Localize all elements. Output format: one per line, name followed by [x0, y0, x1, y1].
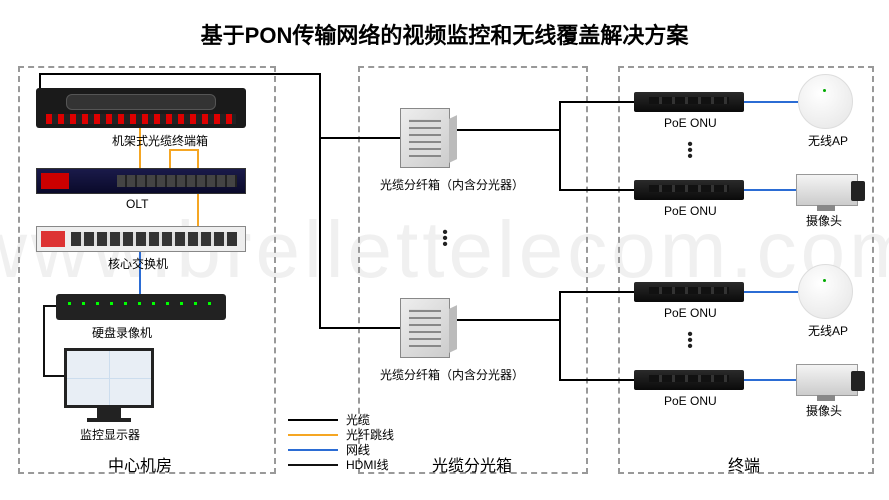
device-label-nvr: 硬盘录像机: [92, 324, 152, 341]
device-label-olt: OLT: [126, 197, 148, 211]
device-label-splitter_bot: 光缆分纤箱（内含分光器）: [380, 366, 524, 383]
zone-label-terminal: 终端: [728, 452, 760, 476]
ellipsis-0: •••: [435, 230, 455, 248]
device-patch: [36, 88, 246, 128]
zone-label-center_room: 中心机房: [108, 452, 172, 476]
device-label-patch: 机架式光缆终端箱: [112, 132, 208, 149]
zone-label-splitter_box: 光缆分光箱: [432, 452, 512, 476]
legend: 光缆光纤跳线网线HDMI线: [288, 412, 394, 472]
device-label-cam1: 摄像头: [806, 212, 842, 229]
device-splitter_top: [400, 108, 450, 168]
device-label-splitter_top: 光缆分纤箱（内含分光器）: [380, 176, 524, 193]
wire-fiber-9: [560, 320, 634, 380]
device-splitter_bot: [400, 298, 450, 358]
device-label-core_sw: 核心交换机: [108, 255, 168, 272]
device-label-onu2: PoE ONU: [664, 204, 717, 218]
legend-item: 网线: [288, 442, 394, 457]
device-onu3: [634, 282, 744, 302]
device-label-monitor: 监控显示器: [80, 426, 140, 443]
device-cam2: [796, 364, 858, 396]
device-ap2: [798, 264, 853, 319]
ellipsis-1: •••: [680, 142, 700, 160]
device-onu2: [634, 180, 744, 200]
device-core_sw: [36, 226, 246, 252]
device-olt: [36, 168, 246, 194]
device-label-onu1: PoE ONU: [664, 116, 717, 130]
device-cam1: [796, 174, 858, 206]
device-label-ap2: 无线AP: [808, 322, 848, 339]
device-label-cam2: 摄像头: [806, 402, 842, 419]
legend-item: 光缆: [288, 412, 394, 427]
wire-fiber-7: [560, 130, 634, 190]
device-onu4: [634, 370, 744, 390]
device-nvr: [56, 294, 226, 320]
page-title: 基于PON传输网络的视频监控和无线覆盖解决方案: [0, 18, 889, 50]
device-ap1: [798, 74, 853, 129]
wire-fiber-5: [320, 138, 400, 328]
wire-fiber-6: [456, 102, 634, 130]
device-label-ap1: 无线AP: [808, 132, 848, 149]
wire-fiber-8: [456, 292, 634, 320]
device-monitor: [64, 348, 154, 423]
ellipsis-2: •••: [680, 332, 700, 350]
device-label-onu4: PoE ONU: [664, 394, 717, 408]
legend-item: HDMI线: [288, 457, 394, 472]
device-onu1: [634, 92, 744, 112]
device-label-onu3: PoE ONU: [664, 306, 717, 320]
legend-item: 光纤跳线: [288, 427, 394, 442]
